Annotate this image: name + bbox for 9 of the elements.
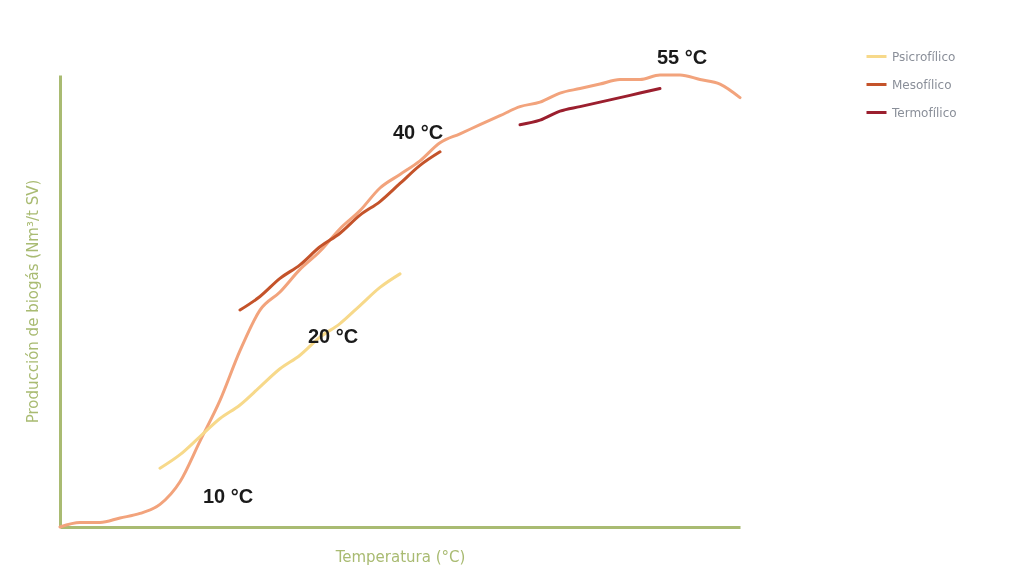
annotation: 40 °C (392, 121, 444, 143)
legend-label: Psicrofílico (892, 49, 956, 64)
annotation: 20 °C (307, 325, 359, 347)
legend-label: Termofílico (891, 105, 957, 120)
legend-label: Mesofílico (892, 77, 952, 92)
text: 55 °C (656, 46, 708, 68)
y-axis-title: Producción de biogás (Nm³/t SV) (23, 179, 42, 424)
annotation: 10 °C (202, 485, 254, 507)
x-axis-title: Temperatura (°C) (334, 547, 466, 566)
